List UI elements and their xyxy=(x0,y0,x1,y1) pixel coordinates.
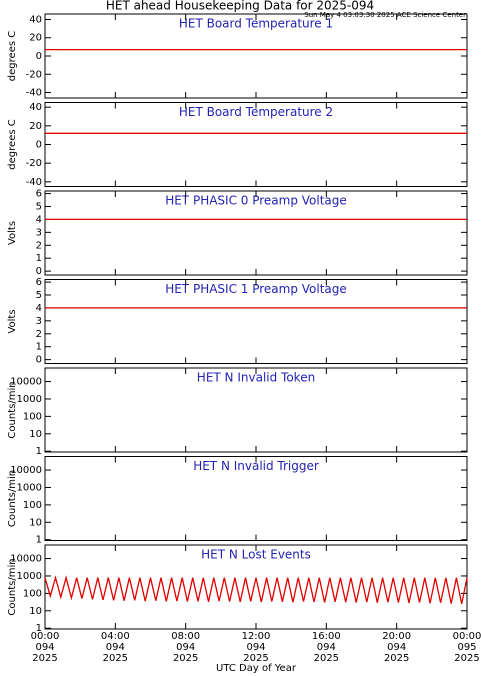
x-tick-day: 094 xyxy=(317,642,336,653)
x-tick-day: 095 xyxy=(457,642,476,653)
y-tick-label: 40 xyxy=(29,102,42,113)
y-tick-label: 1000 xyxy=(17,571,42,582)
x-tick-label: 00:00 xyxy=(453,631,481,642)
y-tick-label: 3 xyxy=(36,316,42,327)
x-tick-label: 00:00 xyxy=(31,631,60,642)
y-tick-label: 6 xyxy=(36,277,42,288)
y-axis-label: Volts xyxy=(7,309,18,333)
y-tick-label: 10 xyxy=(29,517,42,528)
y-tick-label: 2 xyxy=(36,240,42,251)
page-subtitle: Sun May 4 03:03:30 2025 ACE Science Cent… xyxy=(304,11,466,19)
x-tick-year: 2025 xyxy=(243,653,268,664)
y-tick-label: 5 xyxy=(36,290,42,301)
y-tick-label: 3 xyxy=(36,227,42,238)
y-tick-label: -20 xyxy=(26,158,42,169)
x-tick-year: 2025 xyxy=(103,653,128,664)
x-tick-label: 04:00 xyxy=(101,631,130,642)
y-axis-label: degrees C xyxy=(7,119,18,169)
panel-title: HET N Invalid Token xyxy=(197,371,315,385)
x-tick-day: 094 xyxy=(176,642,195,653)
x-tick-label: 16:00 xyxy=(312,631,341,642)
y-tick-label: 10000 xyxy=(10,465,42,476)
y-tick-label: 0 xyxy=(36,355,42,366)
y-tick-label: 10000 xyxy=(10,377,42,388)
y-tick-label: 1 xyxy=(36,342,42,353)
y-tick-label: 0 xyxy=(36,140,42,151)
y-tick-label: 10 xyxy=(29,429,42,440)
y-tick-label: 1 xyxy=(36,623,42,634)
y-axis-label: degrees C xyxy=(7,31,18,81)
y-axis-label: Volts xyxy=(7,221,18,245)
y-tick-label: 1 xyxy=(36,253,42,264)
y-tick-label: -20 xyxy=(26,69,42,80)
panel-title: HET PHASIC 0 Preamp Voltage xyxy=(165,194,347,208)
y-tick-label: 20 xyxy=(29,121,42,132)
data-line xyxy=(44,575,468,605)
y-tick-label: 100 xyxy=(23,411,42,422)
y-axis-label: Counts/min xyxy=(7,470,18,527)
y-tick-label: 0 xyxy=(36,266,42,277)
x-tick-day: 094 xyxy=(246,642,265,653)
x-tick-day: 094 xyxy=(35,642,54,653)
x-tick-year: 2025 xyxy=(173,653,198,664)
y-tick-label: 5 xyxy=(36,202,42,213)
x-tick-year: 2025 xyxy=(454,653,479,664)
y-tick-label: 1 xyxy=(36,535,42,546)
panel-title: HET N Invalid Trigger xyxy=(193,459,319,473)
y-tick-label: 10 xyxy=(29,606,42,617)
x-tick-year: 2025 xyxy=(384,653,409,664)
page-title: HET ahead Housekeeping Data for 2025-094 xyxy=(106,0,374,13)
y-tick-label: 4 xyxy=(36,214,42,225)
panel-title: HET Board Temperature 2 xyxy=(179,105,333,119)
y-tick-label: 1000 xyxy=(17,482,42,493)
x-axis-label: UTC Day of Year xyxy=(216,663,297,674)
y-tick-label: 100 xyxy=(23,500,42,511)
x-tick-label: 08:00 xyxy=(171,631,200,642)
y-tick-label: 2 xyxy=(36,329,42,340)
x-tick-label: 20:00 xyxy=(382,631,411,642)
x-tick-year: 2025 xyxy=(314,653,339,664)
y-tick-label: 100 xyxy=(23,588,42,599)
y-axis-label: Counts/min xyxy=(7,381,18,438)
y-tick-label: 1000 xyxy=(17,394,42,405)
y-tick-label: 40 xyxy=(29,14,42,25)
y-tick-label: 10000 xyxy=(10,554,42,565)
x-tick-label: 12:00 xyxy=(242,631,271,642)
y-tick-label: -40 xyxy=(26,177,42,188)
x-tick-year: 2025 xyxy=(32,653,57,664)
panel-title: HET PHASIC 1 Preamp Voltage xyxy=(165,282,347,296)
y-tick-label: -40 xyxy=(26,88,42,99)
y-tick-label: 4 xyxy=(36,303,42,314)
panel-title: HET N Lost Events xyxy=(201,548,311,562)
x-tick-day: 094 xyxy=(387,642,406,653)
y-tick-label: 20 xyxy=(29,33,42,44)
y-tick-label: 6 xyxy=(36,189,42,200)
y-axis-label: Counts/min xyxy=(7,558,18,615)
x-tick-day: 094 xyxy=(106,642,125,653)
y-tick-label: 1 xyxy=(36,446,42,457)
panel-title: HET Board Temperature 1 xyxy=(179,17,333,31)
y-tick-label: 0 xyxy=(36,51,42,62)
